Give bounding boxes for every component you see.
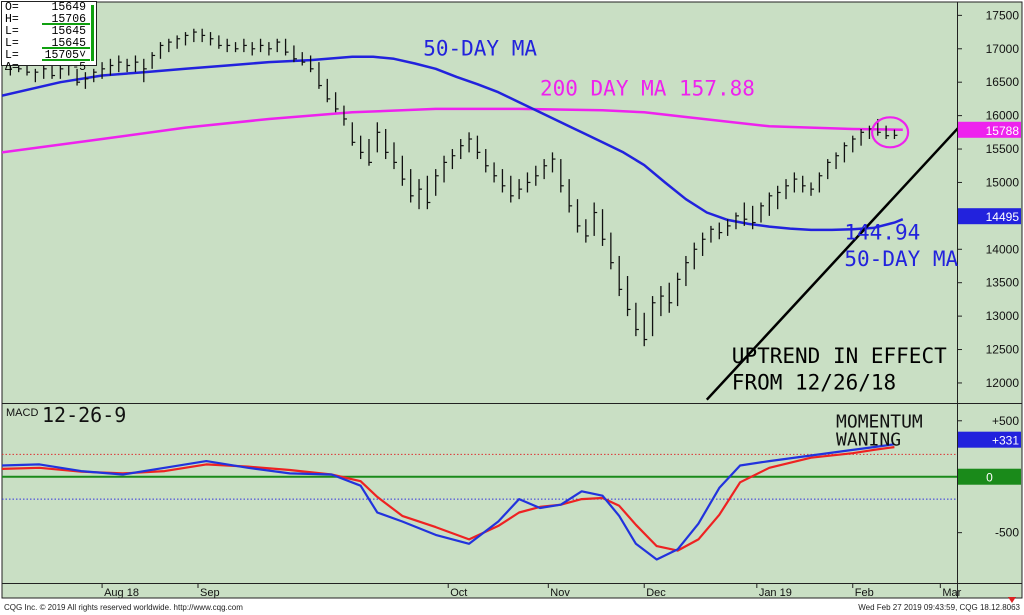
time-tick-label: Jan 19 bbox=[759, 587, 792, 599]
macd-annotation: MOMENTUM bbox=[836, 411, 923, 432]
ohlc-low-marker bbox=[42, 47, 90, 49]
time-tick-label: Feb bbox=[855, 587, 874, 599]
time-tick-label: Mar bbox=[942, 587, 961, 599]
ohlc-low-row-2: L= 15645 bbox=[2, 38, 96, 50]
ohlc-low-value-2: 15645 bbox=[51, 37, 86, 50]
time-tick-label: Aug 18 bbox=[104, 587, 139, 599]
ohlc-readout: O= 15649 H= 15706 L= 15645 L= 15645 L= 1… bbox=[1, 1, 97, 74]
ma-200-value-flag-label: 15788 bbox=[986, 124, 1020, 138]
time-tick-label: Nov bbox=[550, 587, 570, 599]
ohlc-low-row: L= 15645 bbox=[2, 26, 96, 38]
ohlc-low-key-2: L= bbox=[5, 37, 19, 50]
ohlc-last-value: 15705˅ bbox=[44, 49, 86, 62]
ohlc-range-bar bbox=[91, 5, 94, 61]
price-y-tick-label: 17500 bbox=[986, 8, 1020, 22]
price-annotation: FROM 12/26/18 bbox=[732, 371, 896, 395]
macd-y-tick-label: -500 bbox=[995, 526, 1019, 540]
price-annotation: 144.94 bbox=[844, 220, 920, 244]
macd-indicator-label: MACD bbox=[6, 407, 38, 419]
macd-line bbox=[2, 443, 895, 561]
highlight-circle bbox=[871, 116, 910, 149]
price-panel-background bbox=[2, 2, 957, 403]
ma-50-value-flag-label: 14495 bbox=[986, 210, 1020, 224]
time-tick-label: Dec bbox=[646, 587, 666, 599]
uptrend-line bbox=[705, 127, 957, 401]
price-bars bbox=[9, 28, 898, 347]
price-y-tick-label: 13000 bbox=[986, 309, 1020, 323]
macd-y-axis: +500 -500 bbox=[957, 414, 1019, 540]
time-tick-label: Sep bbox=[200, 587, 220, 599]
chart-frame bbox=[1, 1, 1023, 599]
ohlc-open-value: 15649 bbox=[51, 1, 86, 14]
macd-plot bbox=[2, 443, 957, 561]
ohlc-low-value: 15645 bbox=[51, 25, 86, 38]
ohlc-last-marker bbox=[42, 59, 90, 61]
copyright-footer: CQG Inc. © 2019 All rights reserved worl… bbox=[4, 603, 243, 612]
price-y-tick-label: 14000 bbox=[986, 242, 1020, 256]
price-annotation: UPTREND IN EFFECT bbox=[732, 344, 947, 368]
ohlc-last-row: L= 15705˅ bbox=[2, 50, 96, 62]
ohlc-low-key: L= bbox=[5, 25, 19, 38]
macd-y-tick-label: +500 bbox=[992, 414, 1019, 428]
ma-200-value-flag-box bbox=[958, 121, 1021, 138]
price-y-tick-label: 15000 bbox=[986, 175, 1020, 189]
value-axis-background bbox=[957, 2, 1022, 598]
macd-value-flag: +331 bbox=[958, 431, 1021, 448]
price-annotation: 50-DAY MA bbox=[423, 36, 537, 60]
price-y-tick-label: 12000 bbox=[986, 376, 1020, 390]
price-annotation: 200 DAY MA 157.88 bbox=[540, 77, 755, 101]
macd-value-flag-box bbox=[958, 431, 1021, 448]
price-y-tick-label: 15500 bbox=[986, 142, 1020, 156]
macd-value-flag-label: +331 bbox=[992, 434, 1019, 448]
macd-annotation: WANING bbox=[836, 429, 901, 450]
time-axis: Aug 18 Sep Oct Nov Dec Jan 19 Feb Mar bbox=[101, 583, 962, 599]
macd-zero-flag-label: 0 bbox=[986, 471, 993, 485]
ohlc-change-row: Δ= -5 bbox=[2, 62, 96, 74]
timestamp-footer: Wed Feb 27 2019 09:43:59, CQG 18.12.8063 bbox=[858, 603, 1020, 612]
ohlc-high-marker bbox=[42, 23, 90, 25]
macd-title: 12-26-9 bbox=[42, 403, 126, 427]
ma-50-value-flag: 14495 bbox=[958, 208, 1021, 225]
ma-50-value-flag-box bbox=[958, 208, 1021, 225]
price-y-tick-label: 17000 bbox=[986, 42, 1020, 56]
price-plot bbox=[2, 28, 957, 401]
price-y-tick-label: 16000 bbox=[986, 109, 1020, 123]
time-axis-background bbox=[2, 583, 957, 598]
ohlc-change-key: Δ= bbox=[5, 61, 19, 74]
macd-zero-flag-box bbox=[958, 468, 1021, 485]
ohlc-high-row: H= 15706 bbox=[2, 14, 96, 26]
time-tick-label: Oct bbox=[450, 587, 467, 599]
ohlc-high-key: H= bbox=[5, 13, 19, 26]
macd-panel-background bbox=[2, 404, 957, 583]
price-y-tick-label: 16500 bbox=[986, 75, 1020, 89]
price-y-tick-label: 12500 bbox=[986, 343, 1020, 357]
ohlc-high-value: 15706 bbox=[51, 13, 86, 26]
price-annotation: 50-DAY MA bbox=[844, 247, 958, 271]
ma-200-value-flag: 15788 bbox=[958, 121, 1021, 138]
ohlc-last-key: L= bbox=[5, 49, 19, 62]
ohlc-open-key: O= bbox=[5, 1, 19, 14]
ohlc-change-value: -5 bbox=[72, 61, 86, 74]
ma-50-line bbox=[2, 55, 904, 232]
scroll-arrow-icon bbox=[1008, 597, 1016, 603]
price-y-tick-label: 13500 bbox=[986, 276, 1020, 290]
ma-200-line bbox=[2, 107, 903, 154]
ohlc-open-row: O= 15649 bbox=[2, 2, 96, 14]
macd-signal-line bbox=[2, 446, 895, 552]
